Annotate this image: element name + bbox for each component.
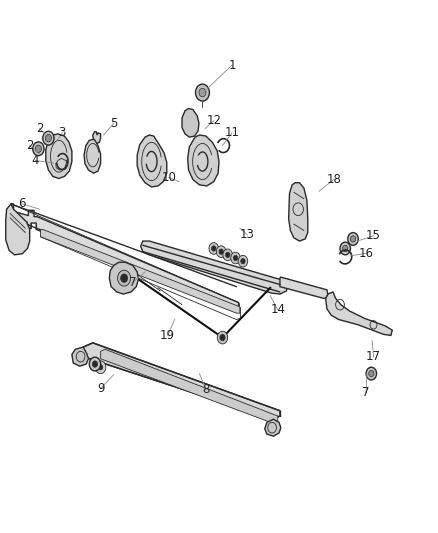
Circle shape xyxy=(120,274,127,282)
Circle shape xyxy=(89,357,101,371)
Circle shape xyxy=(33,142,44,156)
Text: 5: 5 xyxy=(110,117,117,130)
Text: 1: 1 xyxy=(228,59,236,71)
Circle shape xyxy=(233,255,238,261)
Circle shape xyxy=(217,331,228,344)
Text: 10: 10 xyxy=(162,171,177,184)
Circle shape xyxy=(117,270,131,286)
Circle shape xyxy=(219,249,223,254)
Circle shape xyxy=(343,245,348,252)
Text: 15: 15 xyxy=(366,229,381,242)
Circle shape xyxy=(223,249,233,261)
Polygon shape xyxy=(101,349,278,423)
Text: 18: 18 xyxy=(327,173,342,185)
Polygon shape xyxy=(289,183,308,241)
Text: 3: 3 xyxy=(59,126,66,140)
Text: 2: 2 xyxy=(36,122,43,135)
Polygon shape xyxy=(141,241,288,294)
Text: 14: 14 xyxy=(270,303,285,317)
Polygon shape xyxy=(56,158,67,170)
Polygon shape xyxy=(93,132,101,143)
Text: 8: 8 xyxy=(202,383,210,396)
Polygon shape xyxy=(84,139,101,173)
Polygon shape xyxy=(83,343,280,419)
Circle shape xyxy=(95,361,106,374)
Text: 4: 4 xyxy=(32,154,39,167)
Circle shape xyxy=(220,334,225,341)
Polygon shape xyxy=(187,135,219,186)
Text: 6: 6 xyxy=(18,197,26,211)
Circle shape xyxy=(199,88,206,97)
Text: 7: 7 xyxy=(129,276,137,289)
Circle shape xyxy=(43,131,54,145)
Polygon shape xyxy=(72,347,88,366)
Polygon shape xyxy=(46,134,72,179)
Text: 13: 13 xyxy=(240,228,255,241)
Circle shape xyxy=(216,246,226,257)
Circle shape xyxy=(366,367,377,380)
Circle shape xyxy=(226,252,230,257)
Circle shape xyxy=(195,84,209,101)
Circle shape xyxy=(241,259,245,264)
Text: 16: 16 xyxy=(359,247,374,260)
Polygon shape xyxy=(41,229,240,313)
Circle shape xyxy=(35,145,42,152)
Text: 2: 2 xyxy=(26,139,33,152)
Text: 19: 19 xyxy=(160,329,175,342)
Text: 17: 17 xyxy=(366,350,381,363)
Circle shape xyxy=(99,365,103,370)
Text: 7: 7 xyxy=(362,386,370,399)
Circle shape xyxy=(92,361,98,367)
Circle shape xyxy=(350,236,356,242)
Circle shape xyxy=(209,243,219,254)
Circle shape xyxy=(46,134,51,142)
Circle shape xyxy=(212,246,216,251)
Text: 11: 11 xyxy=(225,126,240,140)
Polygon shape xyxy=(182,109,199,137)
Polygon shape xyxy=(265,419,281,436)
Circle shape xyxy=(369,370,374,377)
Text: 9: 9 xyxy=(97,382,104,395)
Circle shape xyxy=(340,242,350,255)
Text: 12: 12 xyxy=(206,114,221,127)
Polygon shape xyxy=(325,292,392,335)
Polygon shape xyxy=(137,135,167,187)
Polygon shape xyxy=(6,204,30,255)
Polygon shape xyxy=(280,277,328,298)
Circle shape xyxy=(348,232,358,245)
Polygon shape xyxy=(11,204,239,310)
Polygon shape xyxy=(110,262,138,294)
Circle shape xyxy=(238,255,248,267)
Circle shape xyxy=(231,252,240,264)
